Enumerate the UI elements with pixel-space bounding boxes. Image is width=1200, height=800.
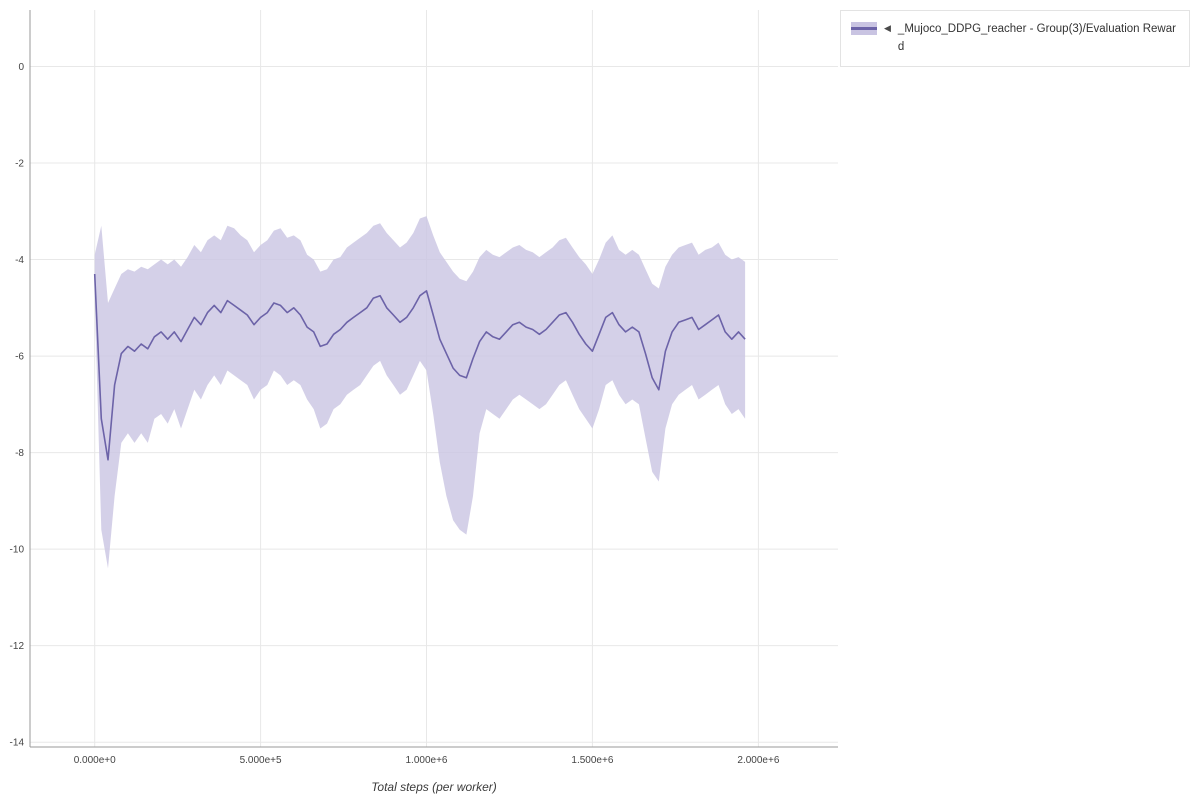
y-tick-label: 0 <box>18 62 24 73</box>
y-tick-label: -8 <box>15 448 24 459</box>
y-tick-label: -12 <box>10 641 25 652</box>
mean-line <box>93 273 746 461</box>
legend-series-label[interactable]: _Mujoco_DDPG_reacher - Group(3)/Evaluati… <box>897 23 1176 54</box>
x-tick-label: 0.000e+0 <box>74 755 116 766</box>
y-tick-label: -10 <box>10 545 25 556</box>
legend-line-swatch-icon <box>851 27 877 30</box>
x-tick-label: 1.000e+6 <box>406 755 448 766</box>
y-tick-label: -14 <box>10 738 25 749</box>
y-tick-label: -4 <box>15 255 24 266</box>
x-axis-label: Total steps (per worker) <box>371 780 497 794</box>
x-tick-label: 5.000e+5 <box>240 755 282 766</box>
y-tick-label: -6 <box>15 352 24 363</box>
collapse-arrow-icon[interactable]: ◀ <box>884 23 891 33</box>
confidence-band <box>94 216 746 569</box>
legend-band-swatch-icon <box>851 22 877 35</box>
y-tick-label: -2 <box>15 159 24 170</box>
x-tick-label: 2.000e+6 <box>737 755 779 766</box>
legend: ◀ _Mujoco_DDPG_reacher - Group(3)/Evalua… <box>840 10 1190 67</box>
x-tick-label: 1.500e+6 <box>571 755 613 766</box>
evaluation-reward-chart[interactable]: 0 -2 -4 -6 -8 -10 -12 -14 0.000e+0 5.000e+5 1.000e… <box>0 0 840 772</box>
